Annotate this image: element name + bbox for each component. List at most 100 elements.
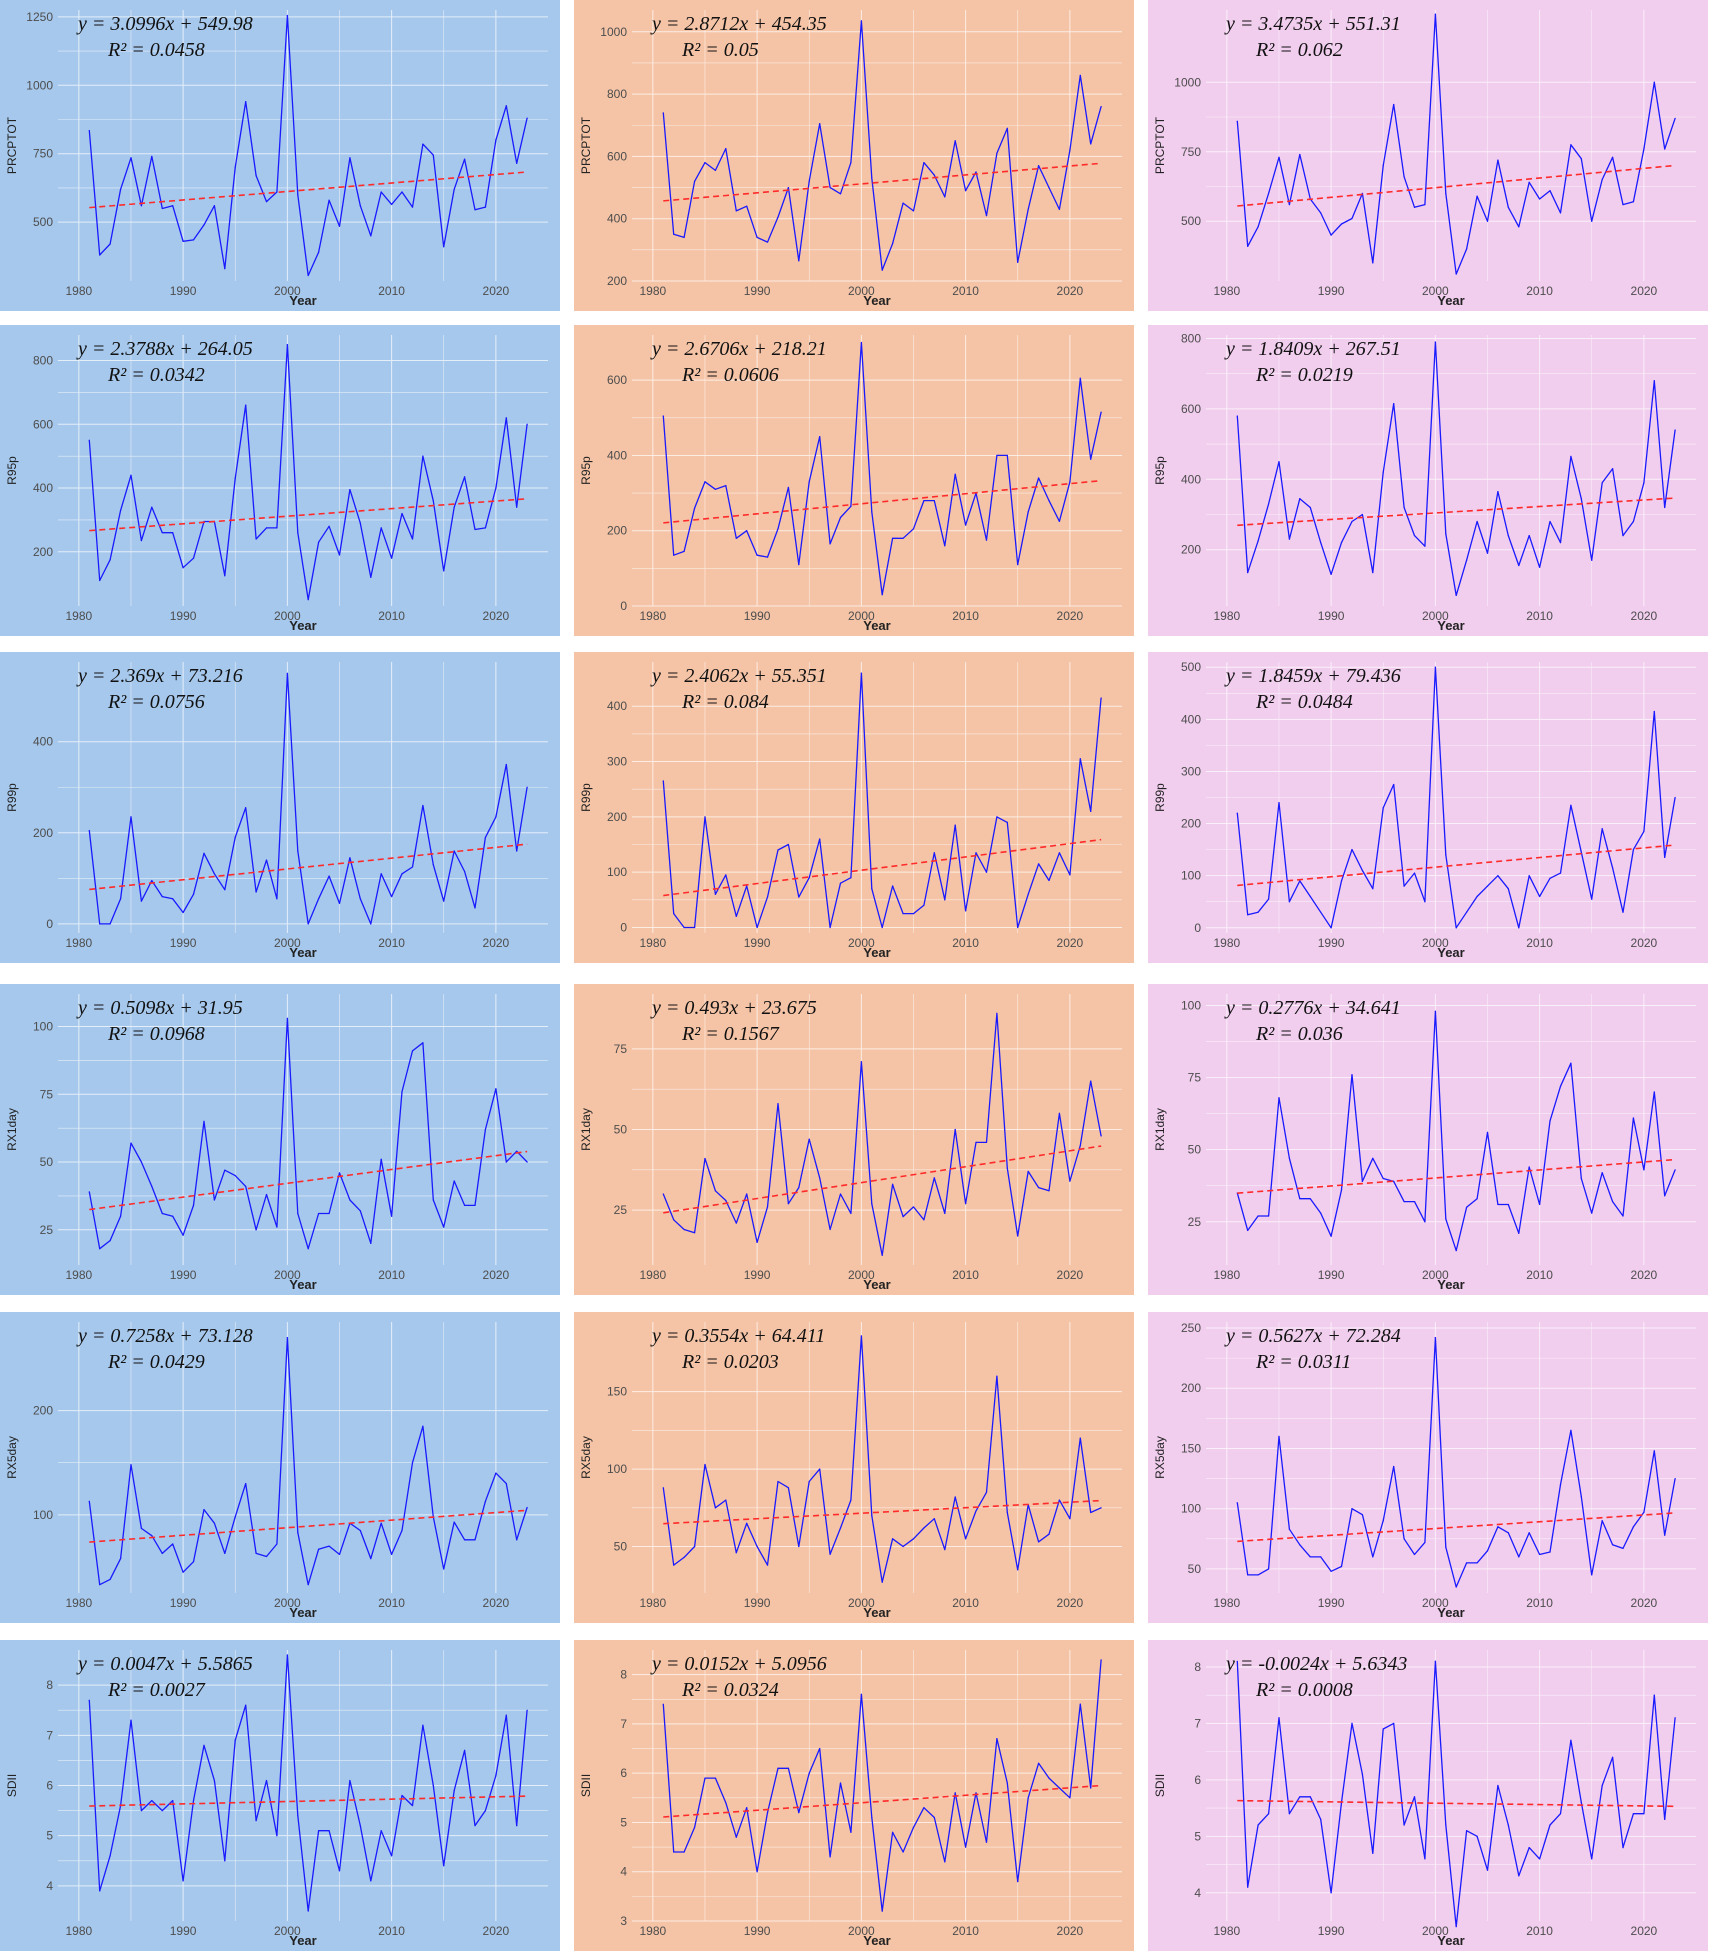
data-point <box>380 527 382 529</box>
data-point <box>338 225 341 227</box>
data-point <box>349 1199 351 1201</box>
data-point <box>119 188 122 190</box>
data-point <box>495 1088 497 1090</box>
data-point <box>359 205 361 207</box>
data-point <box>1403 506 1405 509</box>
x-tick-label: 2000 <box>848 1268 875 1282</box>
data-point <box>1570 1062 1572 1064</box>
trend-line <box>663 162 1102 202</box>
data-point <box>297 194 299 196</box>
data-point <box>1330 234 1332 236</box>
data-point <box>766 556 769 558</box>
r-squared-label: R² = 0.0203 <box>681 1351 779 1373</box>
x-tick-label: 1990 <box>1318 1268 1345 1282</box>
data-point <box>380 1830 382 1832</box>
data-point <box>746 1807 748 1809</box>
x-tick-label: 2010 <box>378 1596 405 1610</box>
data-point <box>234 166 236 168</box>
y-tick-label: 25 <box>1188 1215 1202 1229</box>
data-point <box>777 1103 779 1105</box>
data-point <box>1611 468 1614 470</box>
x-tick-label: 2000 <box>1422 284 1449 298</box>
data-point <box>1413 206 1416 208</box>
trend-line <box>663 1784 1102 1818</box>
data-point <box>1664 506 1666 509</box>
data-point <box>338 1172 341 1174</box>
data-point <box>1048 879 1050 882</box>
data-point <box>443 1568 445 1570</box>
y-tick-label: 100 <box>607 865 627 879</box>
x-tick-label: 1990 <box>170 1596 197 1610</box>
trend-equation: y = 0.493x + 23.675 <box>650 997 817 1019</box>
r-squared-label: R² = 0.062 <box>1255 39 1343 61</box>
data-point <box>318 541 320 543</box>
y-tick-label: 600 <box>1181 402 1201 416</box>
data-point <box>234 1516 236 1518</box>
trend-line <box>1237 1799 1676 1808</box>
y-tick-label: 50 <box>1188 1562 1202 1576</box>
data-point <box>1455 927 1457 929</box>
y-axis-label: PRCPTOT <box>5 116 19 174</box>
y-tick-label: 5 <box>620 1815 627 1829</box>
data-point <box>1267 503 1270 505</box>
x-tick-label: 2020 <box>1057 936 1084 950</box>
data-point <box>1507 888 1509 890</box>
data-point <box>1653 81 1655 83</box>
trend-line <box>89 497 528 532</box>
data-point <box>1674 429 1676 431</box>
y-tick-label: 600 <box>33 417 53 431</box>
data-point <box>850 1212 852 1214</box>
data-point <box>933 1816 935 1819</box>
data-point <box>860 20 862 22</box>
x-tick-label: 2010 <box>1526 284 1553 298</box>
data-point <box>912 1538 915 1540</box>
data-point <box>1090 810 1092 812</box>
data-point <box>286 1654 288 1656</box>
data-point <box>1017 563 1019 566</box>
data-point <box>1664 1818 1666 1820</box>
data-point <box>714 1777 717 1779</box>
data-point <box>704 481 706 483</box>
data-point <box>1591 220 1593 222</box>
x-tick-label: 1980 <box>639 936 666 950</box>
x-tick-label: 2020 <box>483 1596 510 1610</box>
data-point <box>391 1855 393 1857</box>
data-point <box>1278 156 1280 158</box>
data-point <box>495 1472 497 1474</box>
data-point <box>1340 542 1343 544</box>
x-tick-label: 2010 <box>952 1596 979 1610</box>
data-point <box>516 162 518 164</box>
data-point <box>130 157 132 159</box>
y-tick-label: 1000 <box>1174 75 1201 89</box>
data-point <box>140 900 143 902</box>
x-tick-label: 1980 <box>65 1596 92 1610</box>
x-tick-label: 1980 <box>639 1924 666 1938</box>
data-point <box>798 260 800 262</box>
data-point <box>662 112 664 114</box>
data-point <box>954 140 956 142</box>
data-point <box>1528 1847 1530 1849</box>
data-point <box>1528 1532 1530 1534</box>
data-point <box>1549 1551 1551 1553</box>
data-point <box>432 154 434 156</box>
x-tick-label: 2020 <box>1057 1268 1084 1282</box>
series-points <box>88 343 528 601</box>
data-point <box>683 926 685 929</box>
data-point <box>829 1228 831 1231</box>
data-point <box>370 1242 372 1244</box>
data-point <box>401 1090 403 1093</box>
data-point <box>140 540 143 542</box>
y-tick-label: 75 <box>1188 1071 1202 1085</box>
x-tick-label: 2000 <box>274 936 301 950</box>
data-point <box>526 1709 528 1711</box>
y-axis-label: R99p <box>579 783 593 812</box>
data-point <box>871 1203 873 1205</box>
data-point <box>829 1856 831 1858</box>
data-point <box>1393 403 1395 405</box>
data-point <box>1393 1180 1395 1182</box>
data-point <box>1570 455 1572 458</box>
y-tick-label: 800 <box>607 87 627 101</box>
data-point <box>88 1699 90 1701</box>
data-point <box>328 875 330 877</box>
data-point <box>182 911 184 914</box>
